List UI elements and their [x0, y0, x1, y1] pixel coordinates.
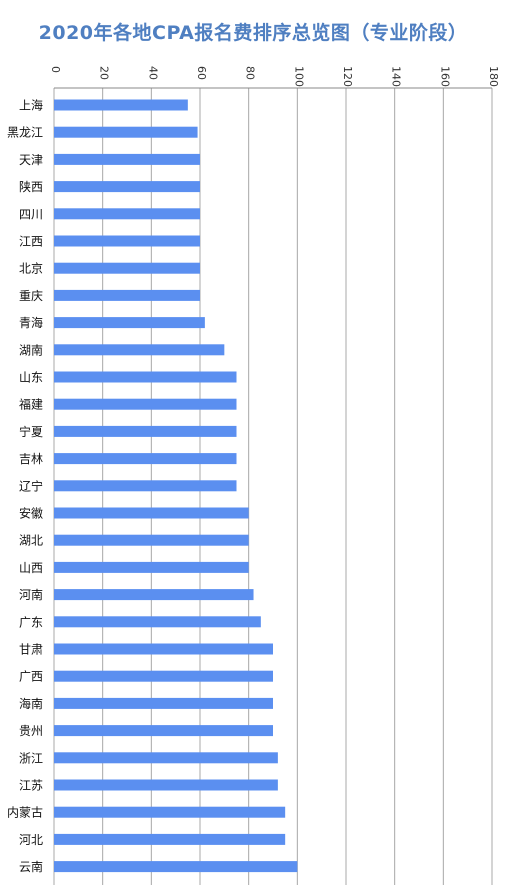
bar [54, 561, 249, 573]
category-label: 黑龙江 [7, 126, 43, 140]
category-label: 青海 [19, 315, 43, 330]
x-tick-label: 140 [390, 66, 403, 87]
bar [54, 344, 225, 356]
category-label: 贵州 [19, 724, 43, 738]
x-tick-label: 100 [292, 66, 305, 87]
bar [54, 317, 205, 329]
category-label: 河南 [19, 587, 43, 602]
category-label: 辽宁 [19, 478, 43, 493]
category-label: 江西 [19, 235, 43, 249]
bar [54, 289, 200, 301]
category-label: 江苏 [19, 779, 43, 793]
category-label: 四川 [19, 207, 43, 221]
bar [54, 181, 200, 193]
bar [54, 861, 298, 873]
bar [54, 153, 200, 165]
category-label: 陕西 [19, 179, 43, 194]
x-tick-label: 60 [195, 66, 208, 80]
bar [54, 534, 249, 546]
category-label: 安徽 [19, 506, 43, 521]
category-label: 海南 [19, 696, 43, 711]
bar [54, 507, 249, 519]
bar [54, 99, 188, 111]
x-tick-label: 180 [487, 66, 500, 87]
category-label: 山东 [19, 371, 43, 385]
bar [54, 779, 278, 791]
chart-title: 2020年各地CPA报名费排序总览图（专业阶段） [38, 22, 468, 44]
x-tick-label: 20 [98, 66, 111, 80]
bar [54, 589, 254, 601]
bar [54, 643, 273, 655]
category-label: 浙江 [19, 751, 43, 765]
category-label: 吉林 [19, 452, 43, 466]
category-label: 云南 [19, 859, 43, 874]
bar [54, 725, 273, 737]
category-label: 湖南 [19, 342, 43, 357]
category-label: 重庆 [19, 289, 43, 303]
category-label: 湖北 [19, 533, 43, 548]
bar [54, 616, 261, 628]
bar [54, 398, 237, 410]
bar [54, 453, 237, 465]
category-label: 广东 [19, 615, 43, 629]
category-label: 宁夏 [19, 424, 43, 439]
bar [54, 235, 200, 247]
category-label: 甘肃 [19, 643, 43, 657]
bar [54, 806, 286, 818]
x-tick-label: 160 [438, 66, 451, 87]
category-label: 福建 [19, 397, 43, 412]
bar [54, 371, 237, 383]
bar [54, 480, 237, 492]
bar [54, 697, 273, 709]
bar [54, 833, 286, 845]
category-label: 广西 [19, 670, 43, 684]
bar [54, 425, 237, 437]
bar [54, 752, 278, 764]
category-label: 河北 [19, 833, 43, 847]
category-label: 上海 [19, 98, 43, 113]
bar [54, 262, 200, 274]
bar [54, 126, 198, 138]
x-tick-label: 120 [341, 66, 354, 87]
category-label: 北京 [19, 262, 43, 276]
x-tick-label: 0 [49, 66, 62, 73]
x-tick-label: 80 [244, 66, 257, 80]
category-label: 天津 [19, 153, 43, 167]
category-label: 内蒙古 [7, 805, 43, 820]
bar [54, 670, 273, 682]
x-tick-label: 40 [146, 66, 159, 80]
bar [54, 208, 200, 220]
category-label: 山西 [19, 561, 43, 575]
